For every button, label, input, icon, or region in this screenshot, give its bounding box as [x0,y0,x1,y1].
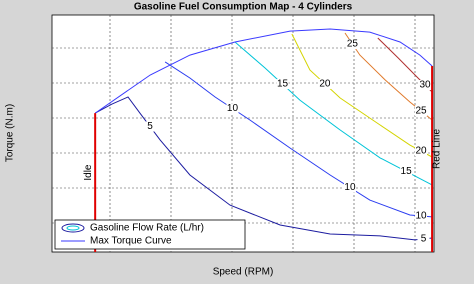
contour-line [291,33,433,158]
y-axis-label: Torque (N.m) [5,104,16,162]
contour-label-bg [419,80,432,91]
contour-label-bg [346,39,359,50]
legend-icon [66,225,80,231]
contour-label: 10 [227,103,239,114]
contour-label: 10 [415,211,427,222]
contour-line [94,96,433,241]
contour-label: 25 [347,39,359,50]
x-axis-label: Speed (RPM) [213,267,274,278]
max-torque-curve [94,28,433,114]
legend-label: Max Torque Curve [90,236,172,247]
contour-label-bg [415,146,428,157]
contour-label: 5 [147,121,153,132]
contour-label: 20 [415,146,427,157]
contour-label-bg [276,79,289,90]
legend-icon [61,223,85,233]
plot-area [51,14,435,253]
limit-label: Red Line [432,129,443,169]
contour-label: 10 [344,182,356,193]
contour-line [234,41,433,186]
contour-label-bg [417,233,430,244]
contour-label: 25 [415,106,427,117]
contour-label: 15 [277,79,289,90]
contour-label-bg [318,78,331,89]
contour-label-bg [400,166,413,177]
contour-label-bg [143,121,156,132]
contour-label: 5 [421,234,427,245]
contour-label-bg [415,210,428,221]
contour-label-bg [415,105,428,116]
chart-title: Gasoline Fuel Consumption Map - 4 Cylind… [134,2,353,13]
contour-label: 20 [319,79,331,90]
contour-label: 15 [401,166,413,177]
contour-label-bg [226,103,239,114]
limit-label: Idle [83,164,94,181]
legend-box [54,219,246,250]
legend-label: Gasoline Flow Rate (L/hr) [90,223,204,234]
contour-label-bg [343,182,356,193]
legend: Gasoline Flow Rate (L/hr) Max Torque Curv… [54,219,246,250]
contour-label: 30 [419,80,431,91]
contour-line [164,61,433,218]
